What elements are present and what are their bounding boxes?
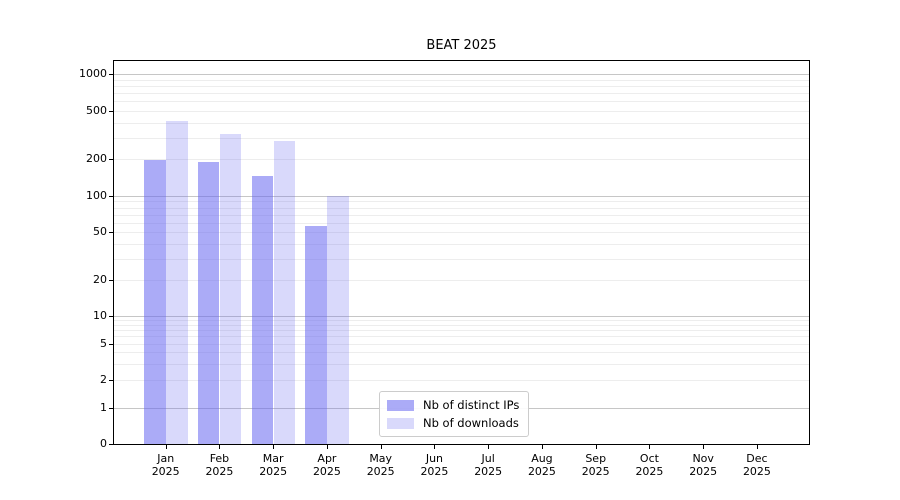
bar-distinct-ips — [251, 175, 274, 444]
gridline-minor — [114, 92, 809, 94]
x-tick-label: Sep 2025 — [581, 452, 610, 478]
y-tick-mark — [109, 196, 113, 197]
gridline-minor — [114, 379, 809, 381]
gridline-minor — [114, 330, 809, 332]
x-tick-mark — [541, 445, 543, 449]
x-tick-mark — [756, 445, 758, 449]
legend-swatch-downloads — [387, 417, 414, 429]
x-tick-mark — [649, 445, 651, 449]
x-tick-label: Apr 2025 — [312, 452, 341, 478]
gridline-minor — [114, 222, 809, 224]
legend: Nb of distinct IPs Nb of downloads — [379, 391, 530, 437]
x-tick-mark — [273, 445, 275, 449]
y-tick-label: 1 — [100, 400, 107, 414]
gridline-minor — [114, 79, 809, 81]
bar-downloads — [219, 133, 242, 444]
y-tick-label: 200 — [86, 152, 107, 166]
gridline-minor — [114, 320, 809, 322]
legend-label-distinct-ips: Nb of distinct IPs — [423, 398, 520, 412]
bar-downloads — [166, 121, 188, 444]
y-tick-label: 500 — [86, 103, 107, 117]
legend-entry-downloads: Nb of downloads — [387, 416, 519, 430]
y-tick-mark — [109, 407, 113, 409]
y-tick-label: 5 — [100, 336, 107, 350]
y-tick-mark — [109, 279, 113, 281]
gridline-minor — [114, 159, 809, 161]
gridline-minor — [114, 214, 809, 216]
y-tick-label: 20 — [93, 272, 107, 286]
x-tick-label: Jan 2025 — [151, 452, 180, 478]
y-tick-mark — [109, 110, 113, 112]
x-tick-label: Jun 2025 — [420, 452, 449, 478]
y-tick-mark — [109, 444, 113, 445]
x-tick-label: Nov 2025 — [689, 452, 718, 478]
gridline-major — [114, 316, 809, 317]
y-tick-label: 10 — [93, 309, 107, 322]
x-tick-label: Oct 2025 — [635, 452, 664, 478]
x-tick-label: May 2025 — [366, 452, 395, 478]
gridline-minor — [114, 85, 809, 87]
gridline-minor — [114, 101, 809, 103]
bar-downloads — [327, 196, 349, 444]
y-tick-label: 0 — [100, 437, 107, 450]
gridline-minor — [114, 122, 809, 124]
bar-downloads — [273, 141, 296, 444]
gridline-minor — [114, 243, 809, 245]
gridline-minor — [114, 363, 809, 365]
x-tick-label: Mar 2025 — [259, 452, 288, 478]
legend-entry-distinct-ips: Nb of distinct IPs — [387, 398, 519, 412]
y-tick-label: 1000 — [79, 67, 107, 80]
gridline-minor — [114, 324, 809, 326]
y-tick-mark — [109, 232, 113, 234]
x-tick-mark — [488, 445, 490, 449]
gridline-minor — [114, 137, 809, 139]
y-tick-mark — [109, 343, 113, 345]
x-tick-mark — [595, 445, 597, 449]
gridline-major — [114, 74, 809, 75]
x-tick-mark — [219, 445, 221, 449]
y-tick-mark — [109, 74, 113, 75]
y-tick-mark — [109, 316, 113, 317]
x-tick-label: Feb 2025 — [205, 452, 234, 478]
y-tick-label: 50 — [93, 225, 107, 239]
x-tick-label: Jul 2025 — [474, 452, 503, 478]
gridline-minor — [114, 258, 809, 260]
x-tick-mark — [380, 445, 382, 449]
gridline-minor — [114, 110, 809, 112]
y-tick-mark — [109, 379, 113, 381]
y-tick-label: 100 — [86, 189, 107, 202]
gridline-minor — [114, 352, 809, 354]
gridline-major — [114, 196, 809, 197]
x-tick-mark — [434, 445, 436, 449]
x-tick-mark — [326, 445, 328, 449]
legend-label-downloads: Nb of downloads — [423, 416, 519, 430]
y-tick-label: 2 — [100, 372, 107, 386]
legend-swatch-distinct-ips — [387, 399, 414, 411]
gridline-minor — [114, 279, 809, 281]
x-tick-label: Dec 2025 — [742, 452, 771, 478]
chart-title: BEAT 2025 — [426, 38, 497, 53]
bar-distinct-ips — [144, 160, 166, 444]
y-tick-mark — [109, 159, 113, 161]
x-tick-mark — [165, 445, 167, 449]
gridline-minor — [114, 232, 809, 234]
gridline-minor — [114, 201, 809, 203]
x-tick-mark — [703, 445, 705, 449]
x-tick-label: Aug 2025 — [527, 452, 556, 478]
bar-distinct-ips — [197, 161, 220, 444]
gridline-minor — [114, 336, 809, 338]
bar-distinct-ips — [305, 226, 327, 444]
gridline-minor — [114, 343, 809, 345]
gridline-minor — [114, 207, 809, 209]
